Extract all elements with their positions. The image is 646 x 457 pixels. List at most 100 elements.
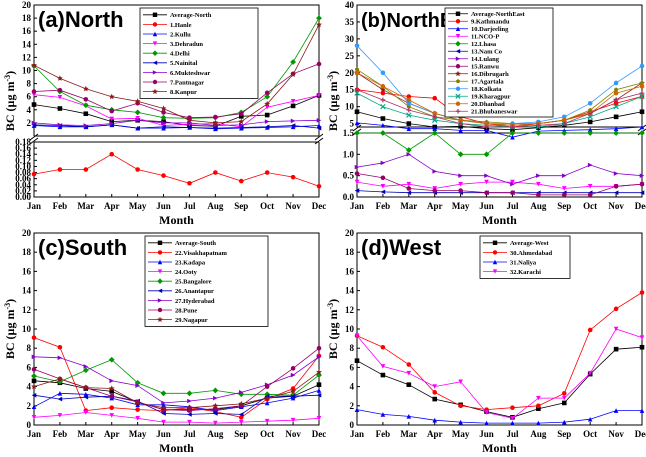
data-point <box>536 123 541 128</box>
y-axis-label: BC (µg m-3) <box>326 71 340 131</box>
data-point <box>57 124 63 130</box>
data-point <box>31 120 37 126</box>
legend-marker <box>455 93 461 99</box>
data-point <box>432 188 438 193</box>
data-point <box>316 93 322 98</box>
legend-box <box>444 7 554 118</box>
legend-label: 25.Bangalore <box>175 279 212 286</box>
data-point <box>510 134 515 140</box>
legend-label: 32.Karachi <box>510 269 541 276</box>
x-tick-label: Dec <box>312 201 327 211</box>
y-tick-label: 1.5 <box>343 128 355 138</box>
data-point <box>264 384 270 389</box>
data-point <box>161 411 166 416</box>
x-tick-label: Jul <box>506 201 519 211</box>
data-point <box>109 405 115 411</box>
axis-break-slash <box>314 137 324 145</box>
data-point <box>354 407 360 412</box>
data-point <box>561 121 567 126</box>
data-point <box>83 410 89 415</box>
data-point <box>354 120 360 126</box>
data-point <box>264 395 271 401</box>
series-line <box>356 122 643 138</box>
x-tick-label: Jul <box>183 429 196 439</box>
data-point <box>536 173 541 178</box>
data-point <box>561 130 568 136</box>
x-tick-label: Apr <box>104 429 120 439</box>
data-point <box>431 130 438 136</box>
series-14.Lulang <box>354 152 645 187</box>
data-point <box>536 420 541 426</box>
data-point <box>354 90 360 96</box>
data-point <box>109 151 115 157</box>
data-point <box>134 98 141 104</box>
data-point <box>109 378 115 384</box>
data-point <box>31 122 37 128</box>
data-point <box>135 117 140 123</box>
data-point <box>406 414 412 419</box>
axis-break-slash <box>314 133 324 141</box>
data-point <box>380 344 386 350</box>
data-point <box>264 112 270 118</box>
legend: Average-NorthEast9.Kathmandu10.Darjeelin… <box>444 7 554 118</box>
data-point <box>406 107 412 113</box>
data-point <box>109 413 115 418</box>
series-line <box>33 95 320 127</box>
y-tick-label: 4 <box>27 382 32 392</box>
data-point <box>639 181 645 187</box>
legend-label: 17.Agartala <box>471 79 504 86</box>
y-axis-label: BC (µg m-3) <box>326 299 340 359</box>
data-point <box>290 123 296 128</box>
data-point <box>57 87 63 93</box>
series-line <box>356 72 643 126</box>
data-point <box>587 370 593 376</box>
x-tick-label: Jun <box>479 201 494 211</box>
series-line <box>356 89 643 128</box>
data-point <box>354 70 360 76</box>
data-point <box>290 124 296 130</box>
data-point <box>264 418 270 424</box>
data-point <box>31 102 37 107</box>
data-point <box>587 162 593 168</box>
data-point <box>160 114 167 121</box>
data-point <box>83 394 89 400</box>
data-point <box>109 119 115 124</box>
y-tick-label: 12 <box>22 305 32 315</box>
data-point <box>613 171 619 176</box>
x-tick-label: Mar <box>400 429 417 439</box>
legend-label: 4.Delhi <box>170 51 190 58</box>
x-tick-label: May <box>129 201 147 211</box>
data-point <box>613 97 619 103</box>
data-point <box>316 117 322 123</box>
y-tick-label: 14 <box>22 39 32 49</box>
legend-label: 29.Nagapur <box>175 317 208 324</box>
series-line <box>33 359 320 396</box>
data-point <box>290 393 296 399</box>
x-tick-label: Jul <box>183 201 196 211</box>
legend-marker <box>455 79 461 84</box>
x-tick-label: Nov <box>285 201 301 211</box>
x-tick-label: Aug <box>207 201 224 211</box>
series-line <box>33 63 320 119</box>
x-tick-label: Sep <box>234 429 248 439</box>
y-tick-label: 4 <box>350 382 355 392</box>
data-point <box>510 190 515 196</box>
series-line <box>33 371 320 409</box>
legend-marker <box>455 34 461 39</box>
data-point <box>587 111 593 116</box>
series-line <box>33 94 320 128</box>
data-point <box>134 109 141 116</box>
data-point <box>161 125 166 131</box>
legend-label: 16.Dibrugarh <box>471 71 509 78</box>
axis-break-gap <box>30 136 323 142</box>
data-point <box>380 130 386 136</box>
legend-label: Average-West <box>510 240 549 247</box>
data-point <box>186 404 193 411</box>
series-22.Visakhapatnam <box>31 335 322 420</box>
series-24.Ooty <box>31 410 322 426</box>
y-tick-label: 6 <box>350 362 355 372</box>
data-point <box>561 395 567 401</box>
data-point <box>31 383 37 390</box>
x-axis-label: Month <box>482 213 517 227</box>
